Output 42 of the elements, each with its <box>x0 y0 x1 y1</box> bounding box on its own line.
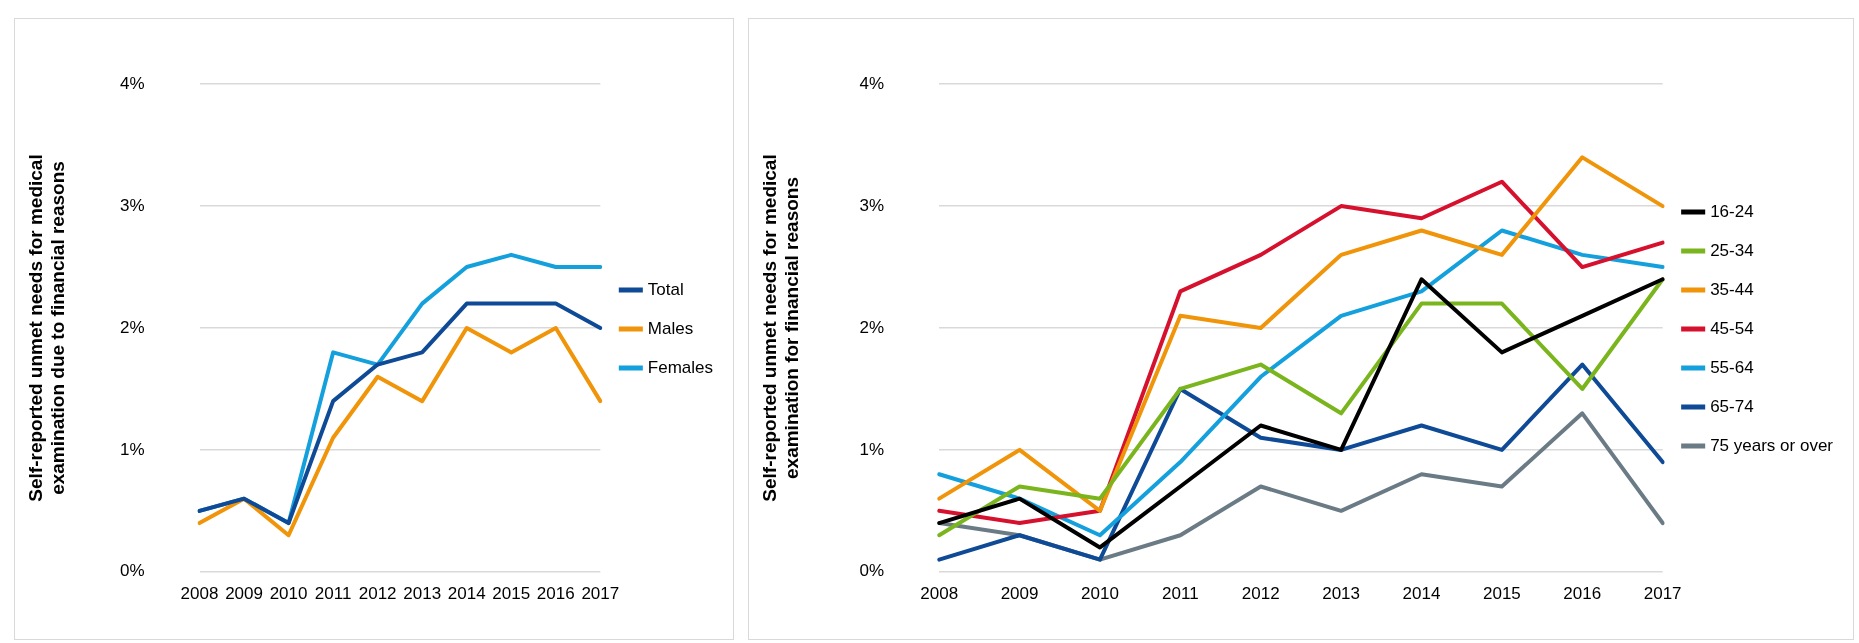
y-tick-label: 2% <box>119 317 145 337</box>
x-tick-label: 2012 <box>1241 583 1280 603</box>
x-tick-label: 2008 <box>180 583 219 603</box>
legend-label: 25-34 <box>1710 240 1754 260</box>
x-tick-label: 2015 <box>1482 583 1521 603</box>
legend-label: 75 years or over <box>1710 435 1834 455</box>
x-tick-label: 2017 <box>581 583 620 603</box>
y-tick-label: 1% <box>119 439 145 459</box>
legend-label: 55-64 <box>1710 357 1754 377</box>
x-tick-label: 2010 <box>269 583 308 603</box>
x-tick-label: 2011 <box>1162 583 1199 603</box>
legend-label: 45-54 <box>1710 318 1754 338</box>
legend-label: 16-24 <box>1710 201 1754 221</box>
y-tick-label: 4% <box>119 73 145 93</box>
y-tick-label: 2% <box>859 317 885 337</box>
y-tick-label: 0% <box>119 561 145 581</box>
x-tick-label: 2008 <box>920 583 959 603</box>
x-tick-label: 2009 <box>1000 583 1039 603</box>
x-tick-label: 2011 <box>314 583 352 603</box>
y-tick-label: 0% <box>859 561 885 581</box>
x-tick-label: 2012 <box>358 583 397 603</box>
y-axis-title: Self-reported unmet needs for medical examination for financial reasons <box>758 154 803 502</box>
legend-label: 65-74 <box>1710 396 1754 416</box>
legend-label: 35-44 <box>1710 279 1754 299</box>
y-axis-title: Self-reported unmet needs for medical examination due to financial reasons <box>24 154 69 502</box>
x-tick-label: 2017 <box>1643 583 1682 603</box>
y-tick-label: 3% <box>119 195 145 215</box>
x-tick-label: 2014 <box>447 583 486 603</box>
x-tick-label: 2010 <box>1081 583 1119 603</box>
x-tick-label: 2013 <box>403 583 442 603</box>
legend-label: Males <box>647 318 694 338</box>
y-tick-label: 4% <box>859 73 885 93</box>
x-tick-label: 2016 <box>536 583 575 603</box>
x-tick-label: 2014 <box>1402 583 1441 603</box>
x-tick-label: 2016 <box>1563 583 1602 603</box>
legend-label: Total <box>647 279 684 299</box>
x-tick-label: 2015 <box>492 583 531 603</box>
legend-label: Females <box>647 357 713 377</box>
y-tick-label: 3% <box>859 195 885 215</box>
x-tick-label: 2013 <box>1322 583 1361 603</box>
y-tick-label: 1% <box>859 439 885 459</box>
x-tick-label: 2009 <box>225 583 263 603</box>
